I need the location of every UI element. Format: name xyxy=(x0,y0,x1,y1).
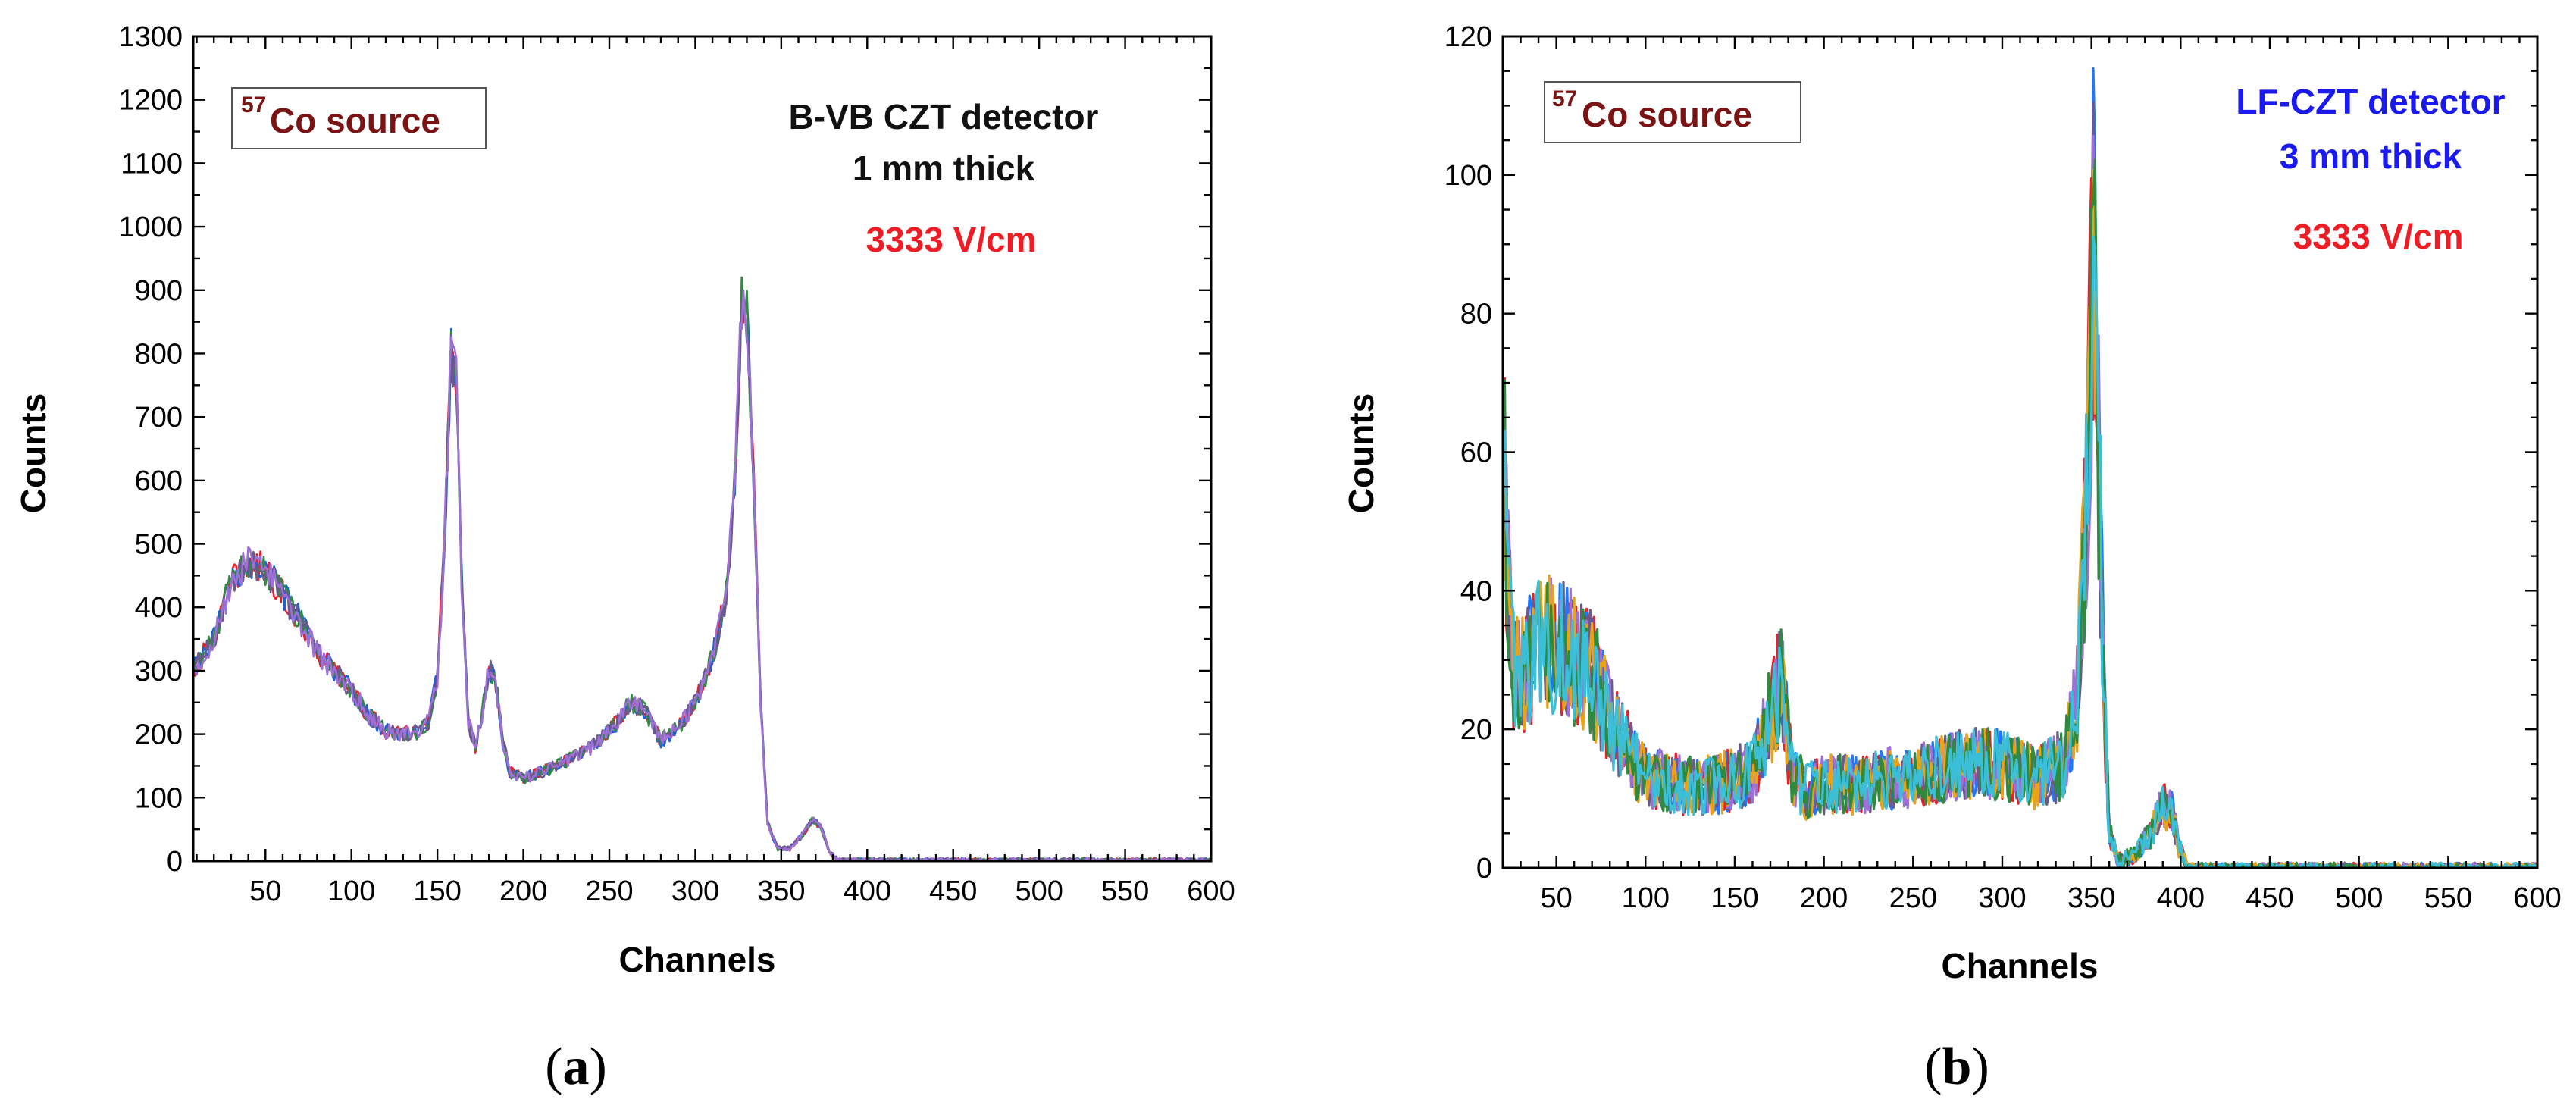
series-line-1 xyxy=(193,283,1211,861)
y-tick-label: 40 xyxy=(1460,575,1492,607)
x-tick-label: 50 xyxy=(249,875,281,907)
source-legend-box-b xyxy=(1544,81,1801,143)
axis-ticks-a xyxy=(193,35,1213,863)
y-tick-label: 500 xyxy=(135,529,183,561)
panel-letter-b: b xyxy=(1942,1038,1972,1096)
y-tick-label: 400 xyxy=(135,592,183,624)
y-tick-label: 1000 xyxy=(118,211,183,243)
x-tick-label: 550 xyxy=(1101,875,1149,907)
source-legend-a: 57 Co source xyxy=(231,87,487,149)
x-tick-label: 550 xyxy=(2424,882,2472,914)
x-tick-label: 350 xyxy=(757,875,805,907)
y-tick-label: 900 xyxy=(135,275,183,307)
detector-name-a: B-VB CZT detector xyxy=(789,97,1099,136)
x-tick-label: 400 xyxy=(2157,882,2205,914)
x-tick-label: 600 xyxy=(2513,882,2561,914)
source-label-a: Co source xyxy=(270,101,440,140)
x-tick-label: 200 xyxy=(1800,882,1848,914)
y-tick-label: 1100 xyxy=(121,148,183,180)
series-group-a xyxy=(193,276,1211,861)
series-line-2 xyxy=(193,293,1211,861)
x-tick-label: 150 xyxy=(1711,882,1758,914)
series-group-b xyxy=(1503,67,2537,868)
panel-label-b: (b) xyxy=(1924,1038,1989,1096)
y-tick-label: 300 xyxy=(135,656,183,687)
detector-name-b: LF-CZT detector xyxy=(2236,82,2505,121)
series-line-6 xyxy=(1503,158,2537,868)
y-tick-label: 20 xyxy=(1460,714,1492,746)
chart-panel-b: 50 100 150 200 250 300 350 400 450 500 550 600 0 20 40… xyxy=(1341,21,2562,1096)
x-axis-title-b: Channels xyxy=(1941,946,2098,985)
x-tick-label: 350 xyxy=(2067,882,2115,914)
tick-labels-a: 50 100 150 200 250 300 350 400 450 500 550 600 0 100 2… xyxy=(118,21,1235,907)
detector-thickness-a: 1 mm thick xyxy=(853,149,1035,188)
x-tick-label: 500 xyxy=(1015,875,1063,907)
plot-frame-a xyxy=(192,35,1213,863)
y-tick-label: 1300 xyxy=(118,21,183,53)
source-superscript-a: 57 xyxy=(241,92,266,117)
field-strength-b: 3333 V/cm xyxy=(2293,217,2463,256)
x-tick-label: 150 xyxy=(413,875,461,907)
source-legend-box-a xyxy=(231,87,487,149)
y-tick-label: 100 xyxy=(1445,160,1492,192)
source-superscript-b: 57 xyxy=(1552,86,1577,111)
y-tick-label: 1200 xyxy=(118,85,183,117)
x-tick-label: 50 xyxy=(1540,882,1572,914)
y-axis-title-a: Counts xyxy=(14,393,53,513)
y-tick-label: 80 xyxy=(1460,299,1492,330)
y-tick-label: 200 xyxy=(135,719,183,751)
x-tick-label: 600 xyxy=(1187,875,1235,907)
y-tick-label: 600 xyxy=(135,465,183,497)
y-tick-label: 700 xyxy=(135,402,183,434)
series-line-5 xyxy=(193,289,1211,861)
panel-letter-a: a xyxy=(563,1038,590,1096)
tick-labels-b: 50 100 150 200 250 300 350 400 450 500 550 600 0 20 40… xyxy=(1445,21,2562,914)
field-strength-a: 3333 V/cm xyxy=(865,220,1036,259)
y-tick-label: 0 xyxy=(1476,853,1492,885)
x-axis-title-a: Channels xyxy=(618,940,775,979)
x-tick-label: 250 xyxy=(585,875,633,907)
series-line-4 xyxy=(193,297,1211,861)
x-tick-label: 300 xyxy=(671,875,719,907)
panel-label-a: (a) xyxy=(545,1038,607,1096)
y-tick-label: 100 xyxy=(135,782,183,814)
x-tick-label: 300 xyxy=(1978,882,2026,914)
x-tick-label: 400 xyxy=(844,875,891,907)
x-tick-label: 100 xyxy=(327,875,375,907)
chart-panel-a: 50 100 150 200 250 300 350 400 450 500 550 600 0 100 2… xyxy=(14,21,1235,1096)
series-line-3 xyxy=(193,276,1211,861)
x-tick-label: 200 xyxy=(499,875,547,907)
y-axis-title-b: Counts xyxy=(1341,393,1381,513)
x-tick-label: 450 xyxy=(929,875,977,907)
x-tick-label: 250 xyxy=(1889,882,1937,914)
x-tick-label: 450 xyxy=(2246,882,2293,914)
source-legend-b: 57 Co source xyxy=(1544,81,1801,143)
x-tick-label: 500 xyxy=(2335,882,2383,914)
y-tick-label: 0 xyxy=(167,846,183,878)
y-tick-label: 800 xyxy=(135,338,183,370)
source-label-b: Co source xyxy=(1582,95,1752,134)
plot-frame-b xyxy=(1501,35,2539,869)
x-tick-label: 100 xyxy=(1622,882,1670,914)
detector-thickness-b: 3 mm thick xyxy=(2280,136,2462,176)
y-tick-label: 120 xyxy=(1445,21,1492,53)
series-line-7 xyxy=(1503,236,2537,868)
y-tick-label: 60 xyxy=(1460,437,1492,469)
